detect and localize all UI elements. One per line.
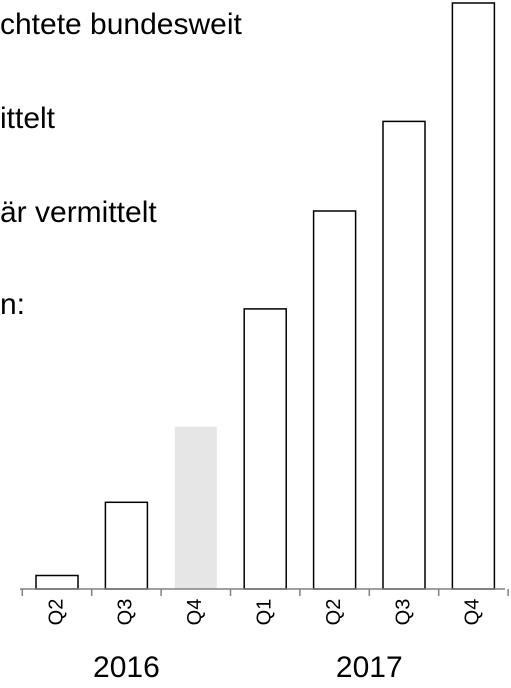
bar-7 [451, 2, 496, 590]
bar-6 [382, 120, 426, 590]
bar-group [35, 2, 496, 590]
year-label-2: 2017 [336, 651, 403, 684]
text-line-4: n: [0, 288, 26, 321]
text-line-2: ittelt [0, 102, 56, 135]
tick-label-group: Q2 Q3 Q4 Q1 Q2 Q3 Q4 [45, 599, 483, 626]
bar-5 [312, 210, 357, 590]
tick-label-6: Q3 [392, 599, 414, 626]
tick-label-1: Q2 [45, 599, 67, 626]
bar-1 [35, 574, 79, 590]
bar-4 [243, 308, 287, 590]
tick-label-3: Q4 [184, 599, 206, 626]
tick-label-7: Q4 [462, 599, 484, 626]
bar-3 [174, 426, 217, 589]
tick-label-4: Q1 [253, 599, 275, 626]
year-label-1: 2016 [93, 651, 160, 684]
tick-label-5: Q2 [323, 599, 345, 626]
text-line-3: är vermittelt [0, 196, 157, 229]
year-label-group: 2016 2017 [93, 651, 403, 684]
text-line-1: chtete bundesweit [0, 8, 242, 41]
tick-label-2: Q3 [115, 599, 137, 626]
tick-group [21, 589, 509, 596]
bar-2 [104, 501, 149, 590]
